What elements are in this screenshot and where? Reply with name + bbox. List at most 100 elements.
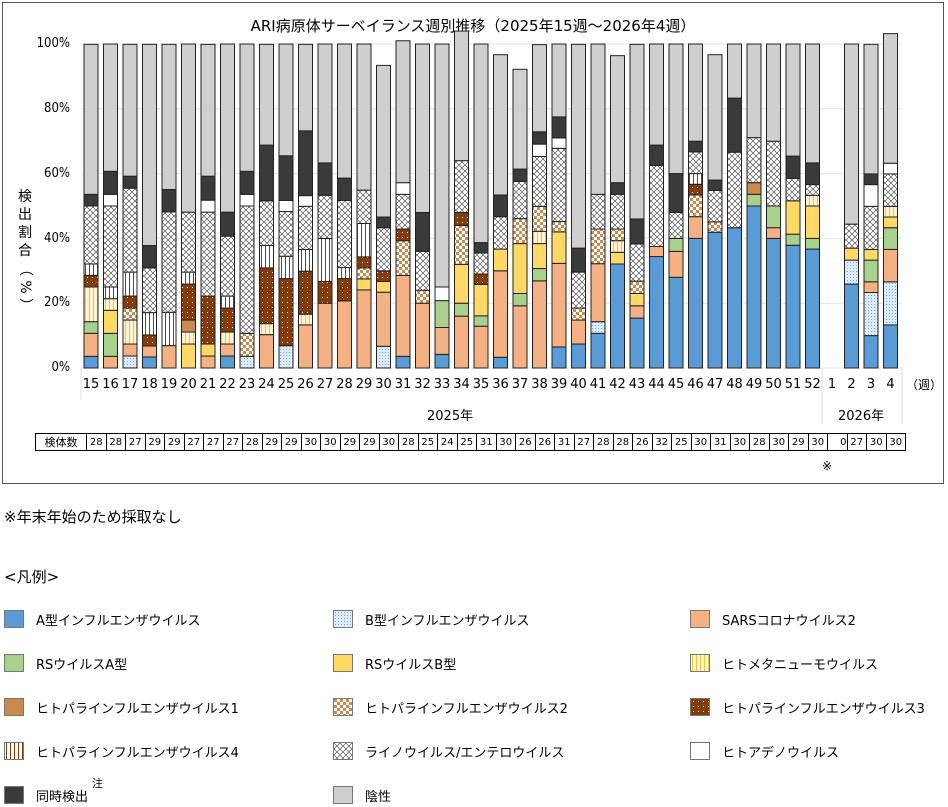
bar-segment [142, 312, 157, 336]
sample-count-cell: 27 [183, 433, 204, 451]
bar-segment [610, 193, 625, 230]
x-tick-label: 45 [668, 377, 685, 392]
bar-segment [376, 291, 391, 347]
bar-segment [181, 343, 196, 369]
bar-week-27-2025 [317, 43, 333, 369]
bar-segment [278, 43, 294, 157]
bar-segment [103, 332, 118, 357]
bar-segment [395, 274, 411, 357]
bar-segment [863, 292, 879, 337]
bar-week-20-2025 [181, 43, 196, 369]
x-tick-label: 39 [551, 377, 568, 392]
bar-segment [883, 173, 898, 207]
x-tick-label: 24 [258, 377, 275, 392]
sample-count-cell: 31 [476, 433, 497, 451]
bar-week-21-2025 [200, 43, 216, 369]
legend-swatch [333, 742, 353, 760]
x-axis-ticks: 15 16 17 18 19 20 21 22 23 24 25 26 27 28 29 30 31 32 33 34… [83, 377, 895, 392]
bar-segment [629, 305, 645, 319]
sample-count-cell: 25 [671, 433, 692, 451]
bar-segment [844, 259, 859, 285]
x-tick-label: 23 [239, 377, 256, 392]
sample-count-cell: 31 [710, 433, 731, 451]
bar-segment [142, 267, 157, 314]
bar-segment [512, 292, 528, 307]
sample-count-cell: 30 [885, 433, 906, 451]
sample-count-cell: 26 [632, 433, 653, 451]
legend-note-mark: 注 [92, 777, 104, 790]
bar-segment [220, 331, 235, 345]
bar-segment [259, 323, 274, 336]
legend-heading: <凡例> [4, 568, 60, 586]
sample-count-cell: 29 [339, 433, 360, 451]
legend-label: ライノウイルス/エンテロウイルス [365, 745, 565, 761]
sample-count-cell: 28 [242, 433, 263, 451]
bar-week-46-2025 [688, 43, 703, 369]
x-tick-label: 32 [414, 377, 431, 392]
bar-segment [629, 43, 645, 220]
bar-segment [688, 216, 703, 239]
bar-week-17-2025 [122, 43, 138, 369]
bar-segment [805, 162, 820, 186]
y-tick-80: 80% [44, 101, 70, 116]
bar-segment [220, 43, 235, 213]
bar-segment [200, 175, 216, 201]
bar-segment [122, 295, 138, 309]
legend-swatch [4, 786, 24, 804]
bar-segment [317, 302, 333, 369]
bar-segment [493, 248, 508, 272]
bar-segment [883, 227, 898, 250]
bar-week-41-2025 [590, 43, 606, 369]
bar-segment [707, 221, 723, 233]
x-tick-label: 29 [356, 377, 373, 392]
bar-week-51-2025 [785, 43, 801, 369]
bar-segment [512, 168, 528, 182]
y-tick-60: 60% [44, 166, 70, 181]
bar-segment [883, 281, 898, 326]
bar-week-23-2025 [239, 43, 255, 369]
bar-segment [200, 211, 216, 297]
bar-segment [551, 116, 567, 139]
sample-count-cell: 30 [320, 433, 341, 451]
bar-segment [103, 205, 118, 288]
bar-segment [805, 237, 820, 250]
bar-segment [688, 173, 703, 185]
bar-segment [688, 194, 703, 218]
bar-segment [220, 307, 235, 333]
bar-segment [844, 223, 859, 249]
bar-segment [629, 218, 645, 245]
x-tick-label: 26 [297, 377, 314, 392]
sample-count-cell: 27 [203, 433, 224, 451]
sample-count-cell: 30 [866, 433, 887, 451]
bar-segment [785, 200, 801, 235]
bar-segment [766, 237, 781, 369]
legend-label: ヒトメタニューモウイルス [722, 657, 879, 673]
bar-segment [434, 353, 450, 369]
legend-item: B型インフルエンザウイルス [333, 608, 530, 630]
bar-week-15-2025 [83, 43, 99, 369]
bar-segment [434, 286, 450, 302]
bar-segment [688, 237, 703, 369]
bar-segment [259, 267, 274, 325]
bar-segment [337, 43, 352, 179]
bar-week-31-2025 [395, 40, 411, 369]
bar-segment [337, 278, 352, 302]
bar-segment [259, 334, 274, 369]
bar-segment [103, 170, 118, 195]
bar-segment [649, 165, 664, 247]
bar-segment [688, 140, 703, 153]
bar-segment [571, 343, 586, 369]
legend-label: A型インフルエンザウイルス [36, 613, 201, 629]
bar-segment [356, 43, 372, 191]
bar-segment [629, 280, 645, 294]
bar-segment [298, 313, 313, 326]
bar-segment [181, 43, 196, 213]
x-tick-label: 48 [726, 377, 743, 392]
bar-segment [473, 325, 489, 369]
bar-segment [512, 305, 528, 369]
bar-segment [220, 355, 235, 369]
bar-segment [746, 205, 762, 369]
bar-segment [493, 216, 508, 250]
bar-segment [239, 205, 255, 334]
bar-segment [259, 245, 274, 269]
